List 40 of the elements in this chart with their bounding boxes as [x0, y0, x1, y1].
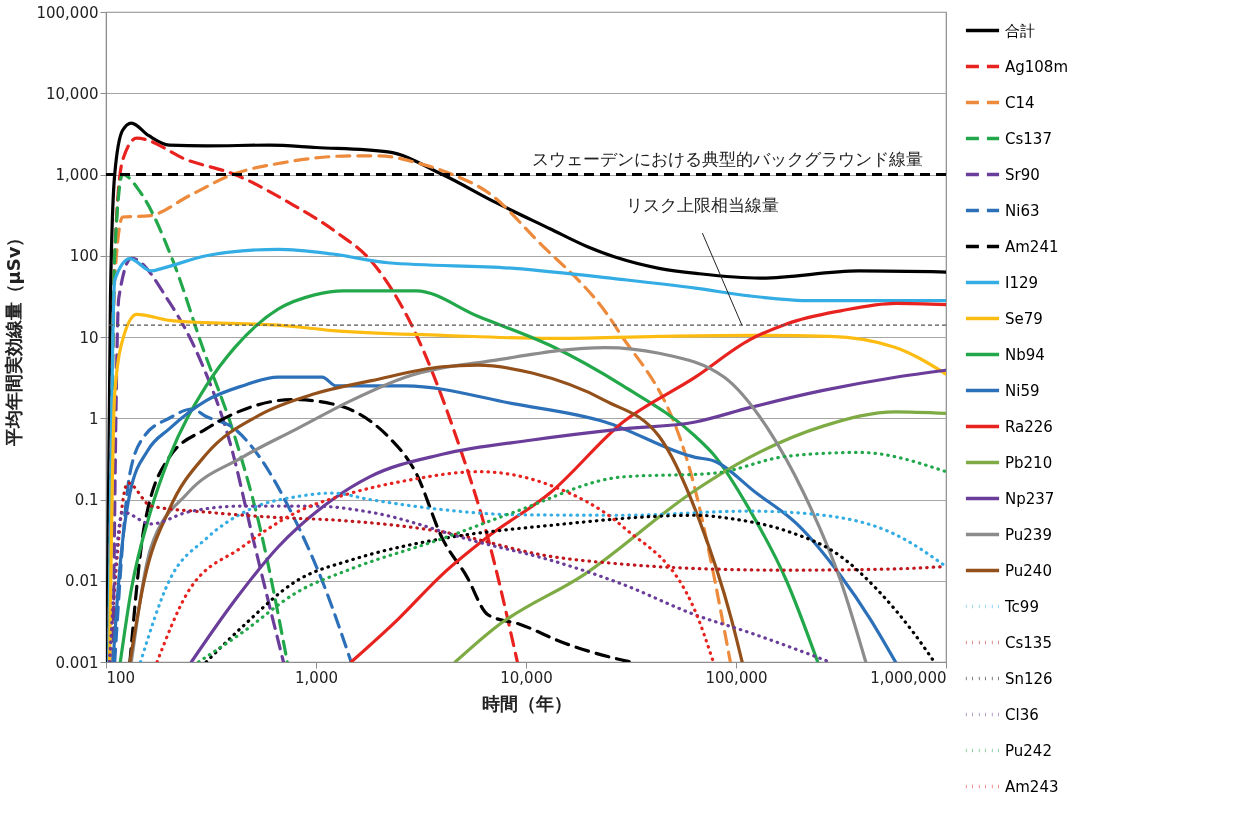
y-tick-label: 1,000: [55, 166, 99, 184]
legend-label: Ni59: [1005, 381, 1040, 400]
legend-label: Cl36: [1005, 705, 1039, 724]
y-tick-label: 0.01: [65, 572, 99, 591]
legend-label: Pu240: [1005, 561, 1052, 580]
legend-label: Ra226: [1005, 417, 1053, 436]
legend-label: Ni63: [1005, 201, 1040, 220]
legend-label: I129: [1005, 273, 1039, 292]
legend-label: 合計: [1005, 21, 1035, 40]
y-tick-label: 0.001: [55, 653, 99, 672]
y-tick-label: 10: [79, 328, 99, 347]
y-tick-label: 0.1: [74, 491, 99, 509]
y-axis-title: 平均年間実効線量（μSv）: [3, 228, 25, 448]
legend-label: Cs135: [1005, 633, 1052, 652]
ref-line-label: リスク上限相当線量: [625, 195, 779, 216]
x-tick-label: 1,000: [295, 668, 338, 687]
y-tick-label: 1: [88, 409, 99, 428]
x-axis-title: 時間（年）: [481, 692, 572, 714]
legend-label: Am243: [1005, 777, 1059, 796]
y-tick-label: 100: [69, 247, 99, 266]
legend-label: Tc99: [1004, 597, 1039, 616]
ref-line-label: スウェーデンにおける典型的バックグラウンド線量: [532, 148, 924, 169]
x-tick-label: 1,000,000: [870, 668, 947, 687]
legend-label: Sn126: [1005, 669, 1053, 688]
legend-label: Ag108m: [1005, 57, 1069, 76]
legend-label: Se79: [1005, 309, 1043, 328]
legend-label: Pb210: [1005, 453, 1053, 472]
x-tick-label: 100: [106, 668, 136, 687]
legend-label: Nb94: [1005, 345, 1045, 364]
legend-label: Am241: [1005, 237, 1059, 256]
legend-label: Pu239: [1005, 525, 1052, 544]
legend-label: Np237: [1005, 489, 1055, 508]
y-tick-label: 100,000: [36, 3, 99, 22]
legend-label: C14: [1005, 93, 1035, 112]
legend-label: Sr90: [1005, 165, 1040, 184]
legend-label: Pu242: [1005, 741, 1052, 760]
y-tick-label: 10,000: [46, 84, 99, 103]
x-tick-label: 10,000: [500, 668, 553, 687]
x-tick-label: 100,000: [705, 668, 768, 687]
legend-label: Cs137: [1005, 129, 1052, 148]
